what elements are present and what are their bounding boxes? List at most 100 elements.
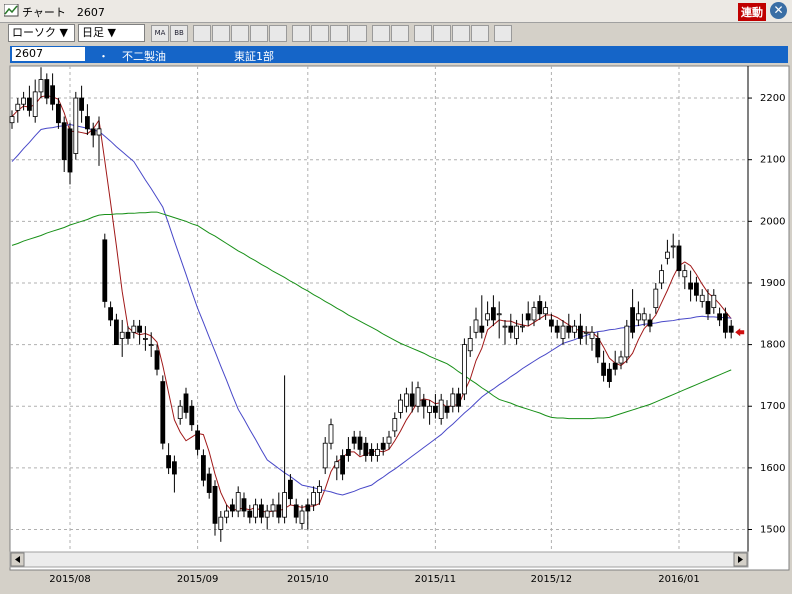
candle-body bbox=[322, 442, 328, 469]
candle-body bbox=[670, 245, 676, 248]
x-tick-label: 2015/10 bbox=[287, 574, 329, 585]
candle-body bbox=[461, 344, 467, 395]
tool-button[interactable] bbox=[349, 25, 367, 42]
candle-body bbox=[9, 116, 15, 124]
arrow bbox=[15, 556, 20, 563]
candle-body bbox=[270, 504, 276, 512]
ma-button[interactable]: MA bbox=[151, 25, 169, 42]
candle-body bbox=[119, 331, 125, 339]
candle-body bbox=[44, 79, 50, 99]
candle-body bbox=[206, 473, 212, 493]
chart-style-dropdown[interactable]: ローソク ▼ bbox=[8, 24, 75, 42]
candle-body bbox=[432, 405, 438, 413]
y-tick-label: 1500 bbox=[760, 525, 785, 536]
candle-body bbox=[467, 338, 473, 352]
tool-button[interactable] bbox=[292, 25, 310, 42]
chart: 1500 1600 1700 1800 1900 2000 2100 2200 2015/08 2… bbox=[9, 65, 790, 585]
candle-body bbox=[131, 325, 137, 333]
candle-body bbox=[514, 325, 519, 339]
candle-body bbox=[345, 448, 351, 456]
stock-code: 2607 bbox=[12, 47, 85, 61]
candle-body bbox=[166, 455, 172, 469]
tool-button[interactable] bbox=[372, 25, 390, 42]
tool-button[interactable] bbox=[452, 25, 470, 42]
bb-button[interactable]: BB bbox=[170, 25, 188, 42]
candle-body bbox=[79, 97, 84, 111]
scrollbar[interactable] bbox=[9, 551, 749, 568]
candle-body bbox=[601, 362, 606, 376]
candle-body bbox=[21, 97, 27, 105]
candle-body bbox=[438, 399, 444, 419]
candle-body bbox=[647, 319, 653, 327]
tool-button[interactable] bbox=[231, 25, 249, 42]
y-tick-label: 2000 bbox=[760, 216, 785, 227]
candle-body bbox=[299, 510, 305, 524]
candle-body bbox=[15, 103, 21, 111]
candle-body bbox=[444, 405, 450, 413]
candle-body bbox=[653, 288, 659, 309]
candle-body bbox=[705, 301, 711, 315]
market: 東証1部 bbox=[234, 50, 274, 63]
candle-body bbox=[189, 405, 195, 426]
tool-button[interactable] bbox=[471, 25, 489, 42]
candle-body bbox=[659, 270, 664, 284]
x-tick-label: 2015/11 bbox=[415, 574, 457, 585]
candle-body bbox=[26, 97, 32, 111]
candle-body bbox=[688, 282, 693, 290]
tool-button[interactable] bbox=[212, 25, 230, 42]
candle-body bbox=[589, 331, 595, 339]
candle-body bbox=[125, 331, 131, 339]
app-icon bbox=[4, 4, 19, 17]
tool-button[interactable] bbox=[250, 25, 268, 42]
candle-body bbox=[560, 325, 566, 339]
candle-body bbox=[386, 436, 392, 444]
tool-button[interactable] bbox=[494, 25, 512, 42]
candle-body bbox=[183, 393, 189, 413]
candle-body bbox=[253, 504, 259, 518]
candle-body bbox=[607, 368, 612, 382]
candle-body bbox=[340, 455, 346, 475]
candle-body bbox=[595, 338, 601, 358]
candle-body bbox=[502, 325, 508, 328]
stock-name: 不二製油 bbox=[122, 50, 166, 63]
close-button[interactable]: ✕ bbox=[770, 2, 787, 19]
candle-body bbox=[531, 307, 537, 321]
candle-body bbox=[578, 325, 583, 339]
candle-body bbox=[224, 510, 230, 518]
link-button[interactable]: 連動 bbox=[738, 3, 766, 21]
tool-button[interactable] bbox=[391, 25, 409, 42]
candle-body bbox=[490, 307, 496, 321]
candle-body bbox=[85, 116, 90, 130]
candle-body bbox=[258, 504, 264, 518]
tool-button[interactable] bbox=[433, 25, 451, 42]
candle-body bbox=[543, 307, 548, 315]
candle-body bbox=[508, 325, 514, 333]
candle-body bbox=[450, 393, 456, 407]
tool-button[interactable] bbox=[269, 25, 287, 42]
candle-body bbox=[96, 128, 102, 136]
candle-body bbox=[711, 294, 717, 309]
candle-body bbox=[583, 331, 589, 334]
tool-button[interactable] bbox=[193, 25, 211, 42]
candle-body bbox=[61, 122, 67, 161]
candle-body bbox=[142, 338, 148, 340]
candle-body bbox=[641, 313, 647, 321]
tool-button[interactable] bbox=[311, 25, 329, 42]
candle-body bbox=[218, 516, 224, 530]
period-dropdown[interactable]: 日足 ▼ bbox=[78, 24, 145, 42]
candle-body bbox=[148, 344, 154, 346]
candle-body bbox=[305, 504, 311, 512]
candle-body bbox=[520, 325, 525, 328]
candle-body bbox=[421, 399, 427, 407]
candle-body bbox=[485, 313, 491, 321]
y-tick-label: 1800 bbox=[760, 340, 785, 351]
title-bar: チャート 2607 連動 ✕ bbox=[0, 0, 792, 23]
tool-button[interactable] bbox=[414, 25, 432, 42]
candle-body bbox=[38, 79, 44, 93]
candle-body bbox=[73, 97, 79, 154]
candle-body bbox=[676, 245, 682, 272]
candle-body bbox=[374, 448, 380, 456]
x-tick-label: 2015/12 bbox=[531, 574, 573, 585]
tool-button[interactable] bbox=[330, 25, 348, 42]
bullet: ・ bbox=[98, 50, 109, 63]
